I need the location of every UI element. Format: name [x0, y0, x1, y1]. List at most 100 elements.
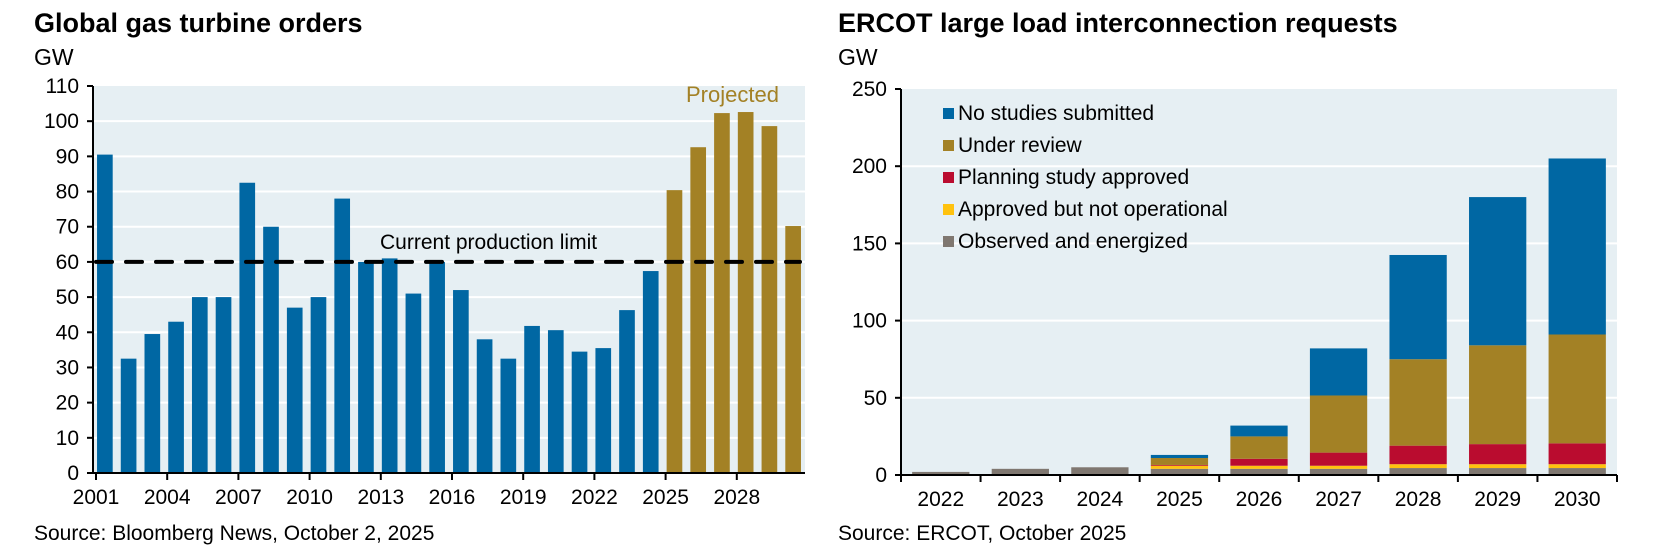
legend-label: Under review — [958, 134, 1083, 157]
y-tick-label: 30 — [56, 356, 79, 379]
x-tick-label: 2022 — [917, 488, 964, 511]
bar-2027 — [714, 113, 730, 473]
x-tick-label: 2007 — [215, 486, 262, 509]
bar-segment-2026-approved-but-not-operational — [1230, 465, 1288, 469]
bar-2008 — [263, 226, 279, 473]
legend-swatch — [943, 172, 954, 183]
bar-2029 — [761, 126, 778, 473]
bar-2013 — [381, 258, 398, 473]
bar-segment-2026-under-review — [1230, 436, 1288, 459]
bar-segment-2030-no-studies-submitted — [1548, 158, 1606, 335]
bar-segment-2022-observed-and-energized — [912, 471, 970, 475]
bar-segment-2029-approved-but-not-operational — [1469, 464, 1527, 469]
bar-segment-2028-observed-and-energized — [1389, 468, 1447, 475]
bar-2020 — [547, 330, 564, 473]
right-chart-source: Source: ERCOT, October 2025 — [838, 522, 1127, 545]
bar-2011 — [334, 198, 351, 473]
y-tick-label: 40 — [56, 321, 79, 344]
legend-swatch — [943, 108, 954, 119]
bar-segment-2029-under-review — [1469, 345, 1527, 445]
bar-segment-2027-planning-study-approved — [1309, 452, 1368, 466]
bar-segment-2029-observed-and-energized — [1469, 468, 1527, 475]
bar-2028 — [737, 112, 754, 473]
x-tick-label: 2010 — [286, 486, 333, 509]
plot-background — [93, 86, 805, 473]
bar-2024 — [642, 271, 659, 473]
legend-swatch — [943, 140, 954, 151]
right-chart-title: ERCOT large load interconnection request… — [838, 8, 1398, 38]
x-tick-label: 2025 — [642, 486, 689, 509]
bar-2015 — [429, 261, 445, 473]
x-tick-label: 2024 — [1077, 488, 1124, 511]
bar-segment-2029-no-studies-submitted — [1469, 197, 1527, 346]
y-tick-label: 80 — [56, 181, 79, 204]
x-tick-label: 2027 — [1315, 488, 1362, 511]
bar-2018 — [500, 358, 517, 473]
y-tick-label: 150 — [852, 232, 887, 255]
bar-segment-2028-no-studies-submitted — [1389, 254, 1447, 360]
production-limit-label: Current production limit — [380, 231, 597, 254]
left-chart-source: Source: Bloomberg News, October 2, 2025 — [34, 522, 435, 545]
left-chart-unit-label: GW — [34, 44, 74, 70]
bar-2005 — [191, 297, 208, 473]
right-chart-unit-label: GW — [838, 44, 878, 70]
y-tick-label: 10 — [56, 427, 79, 450]
bar-segment-2030-observed-and-energized — [1548, 468, 1606, 475]
legend-label: Planning study approved — [958, 166, 1189, 189]
x-tick-label: 2016 — [429, 486, 476, 509]
bar-2022 — [595, 348, 612, 473]
x-tick-label: 2019 — [500, 486, 547, 509]
bar-2001 — [97, 154, 113, 473]
bar-segment-2026-no-studies-submitted — [1230, 425, 1288, 437]
x-tick-label: 2028 — [713, 486, 760, 509]
bar-segment-2025-observed-and-energized — [1150, 468, 1209, 475]
x-tick-label: 2004 — [144, 486, 191, 509]
bar-2010 — [310, 297, 327, 473]
bar-segment-2029-planning-study-approved — [1469, 444, 1527, 465]
y-tick-label: 50 — [56, 286, 79, 309]
left-chart-title: Global gas turbine orders — [34, 8, 363, 38]
bar-segment-2030-planning-study-approved — [1548, 443, 1606, 465]
bar-segment-2024-observed-and-energized — [1071, 467, 1129, 475]
bar-segment-2030-approved-but-not-operational — [1548, 464, 1606, 469]
x-tick-label: 2001 — [73, 486, 120, 509]
bar-2030 — [785, 226, 801, 473]
bar-segment-2030-under-review — [1548, 334, 1606, 444]
projected-label: Projected — [686, 82, 779, 107]
bar-2016 — [453, 290, 469, 473]
y-tick-label: 60 — [56, 251, 79, 274]
bar-2017 — [476, 339, 493, 473]
y-tick-label: 20 — [56, 392, 79, 415]
legend-label: No studies submitted — [958, 102, 1154, 125]
y-tick-label: 110 — [46, 75, 79, 98]
bar-segment-2028-under-review — [1389, 359, 1447, 446]
gas-turbine-orders-chart: Current production limit Projected 0 10 20 30… — [44, 75, 805, 509]
bar-segment-2027-observed-and-energized — [1309, 468, 1368, 475]
bar-2019 — [524, 325, 540, 473]
legend-label: Approved but not operational — [958, 198, 1228, 221]
bar-segment-2026-planning-study-approved — [1230, 458, 1288, 466]
bar-segment-2028-approved-but-not-operational — [1389, 464, 1447, 469]
bar-segment-2027-no-studies-submitted — [1309, 348, 1368, 396]
x-tick-label: 2025 — [1156, 488, 1203, 511]
bar-2004 — [168, 321, 184, 473]
x-tick-label: 2029 — [1474, 488, 1521, 511]
bar-segment-2025-planning-study-approved — [1150, 464, 1209, 466]
bar-segment-2028-planning-study-approved — [1389, 445, 1447, 465]
bar-segment-2023-observed-and-energized — [991, 468, 1049, 475]
bar-2021 — [571, 351, 588, 473]
y-tick-label: 100 — [44, 110, 79, 133]
x-tick-label: 2023 — [997, 488, 1044, 511]
y-tick-label: 0 — [875, 464, 887, 487]
bar-2014 — [405, 293, 422, 473]
y-tick-label: 100 — [852, 310, 887, 333]
ercot-interconnection-chart: No studies submitted Under review Planning… — [852, 78, 1618, 511]
x-tick-label: 2013 — [357, 486, 404, 509]
bar-2007 — [239, 182, 256, 473]
legend-swatch — [943, 236, 954, 247]
bar-segment-2025-under-review — [1150, 458, 1209, 465]
bar-segment-2027-approved-but-not-operational — [1309, 465, 1368, 469]
legend-label: Observed and energized — [958, 230, 1188, 253]
x-tick-label: 2028 — [1395, 488, 1442, 511]
bar-segment-2026-observed-and-energized — [1230, 468, 1288, 475]
